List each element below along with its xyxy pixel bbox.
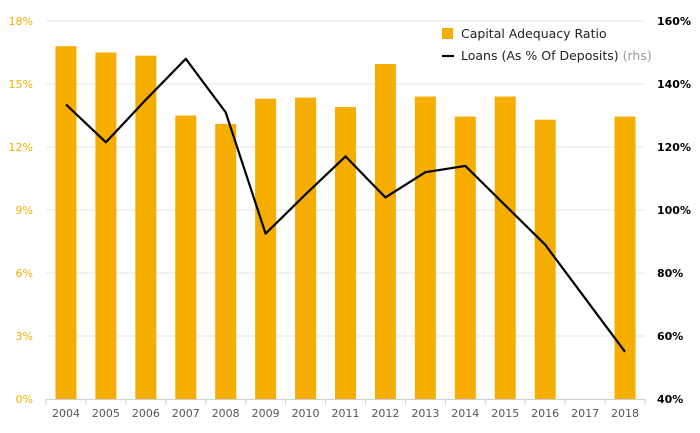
bar-series <box>55 46 636 400</box>
legend-label-bar: Capital Adequacy Ratio <box>461 26 607 41</box>
x-tick-label: 2009 <box>252 407 280 420</box>
x-tick-label: 2014 <box>451 407 479 420</box>
x-tick-label: 2015 <box>491 407 519 420</box>
legend-label-line-name: Loans (As % Of Deposits) <box>461 48 619 63</box>
bar <box>135 55 157 400</box>
x-tick-label: 2012 <box>371 407 399 420</box>
bar <box>374 64 396 400</box>
bar <box>335 107 356 399</box>
bar <box>414 96 436 399</box>
x-tick-label: 2013 <box>411 407 439 420</box>
y-left-tick-label: 0% <box>16 393 33 406</box>
y-left-tick-label: 12% <box>9 141 33 154</box>
legend: Capital Adequacy Ratio Loans (As % Of De… <box>442 26 652 63</box>
x-tick-label: 2010 <box>292 407 320 420</box>
bar <box>614 116 636 400</box>
legend-label-line-suffix: (rhs) <box>623 48 652 63</box>
y-left-tick-label: 3% <box>16 330 33 343</box>
y-right-tick-label: 120% <box>657 141 691 154</box>
y-left-tick-label: 9% <box>16 204 33 217</box>
y-left-tick-label: 18% <box>9 15 33 28</box>
legend-swatch-bar <box>442 28 453 39</box>
x-tick-label: 2007 <box>172 407 200 420</box>
x-tick-label: 2011 <box>332 407 360 420</box>
y-axis-right: 40% 60% 80% 100% 120% 140% 160% <box>657 15 691 406</box>
x-tick-label: 2004 <box>52 407 80 420</box>
y-left-tick-label: 15% <box>9 78 33 91</box>
bar <box>534 119 556 399</box>
x-tick-label: 2005 <box>92 407 120 420</box>
y-right-tick-label: 80% <box>657 267 683 280</box>
x-tick-label: 2018 <box>611 407 639 420</box>
y-left-tick-label: 6% <box>16 267 33 280</box>
x-tick-label: 2016 <box>531 407 559 420</box>
bar <box>454 116 476 400</box>
loans-line <box>65 57 626 353</box>
line-series <box>65 57 626 353</box>
bar <box>255 98 277 399</box>
y-right-tick-label: 60% <box>657 330 683 343</box>
bar <box>95 52 117 399</box>
bar <box>295 97 317 400</box>
y-right-tick-label: 40% <box>657 393 683 406</box>
y-right-tick-label: 100% <box>657 204 691 217</box>
y-right-tick-label: 160% <box>657 15 691 28</box>
x-tick-label: 2008 <box>212 407 240 420</box>
legend-label-line: Loans (As % Of Deposits) (rhs) <box>461 48 652 63</box>
y-axis-left: 0% 3% 6% 9% 12% 15% 18% <box>9 15 33 406</box>
bar <box>55 46 77 399</box>
bar <box>215 123 237 400</box>
x-axis: 2004 2005 2006 2007 2008 2009 2010 2011 2012 2013… <box>45 399 646 420</box>
x-tick-label: 2017 <box>571 407 599 420</box>
y-right-tick-label: 140% <box>657 78 691 91</box>
bar <box>175 115 197 399</box>
bar <box>494 96 516 399</box>
x-tick-label: 2006 <box>132 407 160 420</box>
